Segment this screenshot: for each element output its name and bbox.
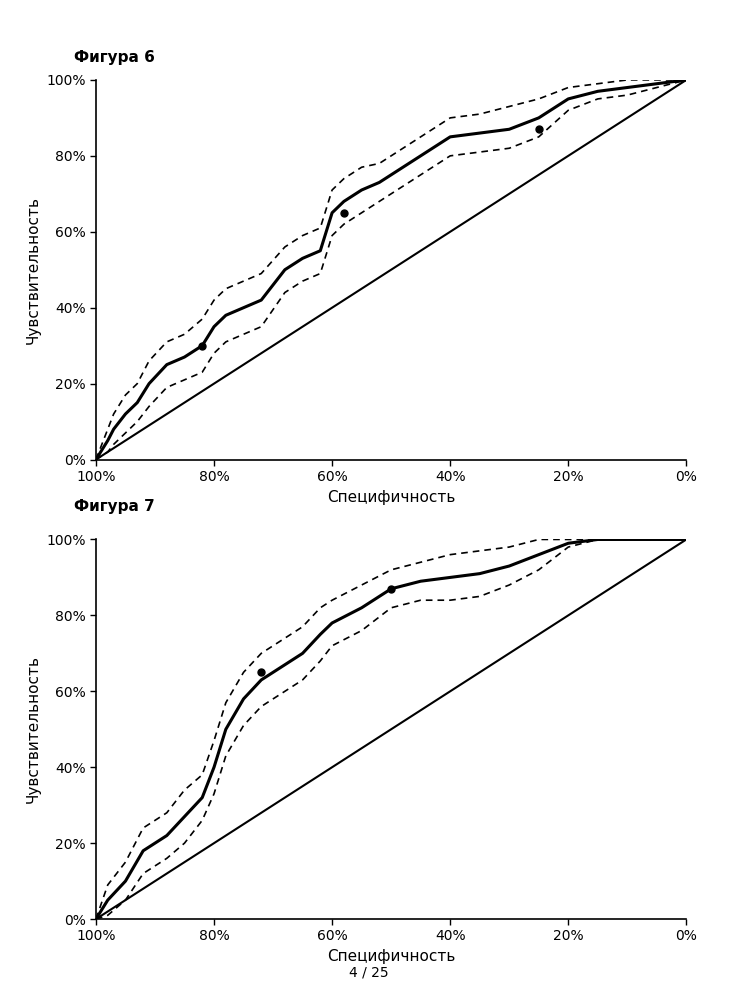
X-axis label: Специфичность: Специфичность	[327, 490, 455, 504]
X-axis label: Специфичность: Специфичность	[327, 949, 455, 964]
Text: Фигура 7: Фигура 7	[74, 500, 154, 514]
Y-axis label: Чувствительность: Чувствительность	[26, 196, 41, 344]
Text: Фигура 6: Фигура 6	[74, 50, 155, 65]
Y-axis label: Чувствительность: Чувствительность	[26, 655, 41, 803]
Text: 4 / 25: 4 / 25	[349, 965, 389, 979]
